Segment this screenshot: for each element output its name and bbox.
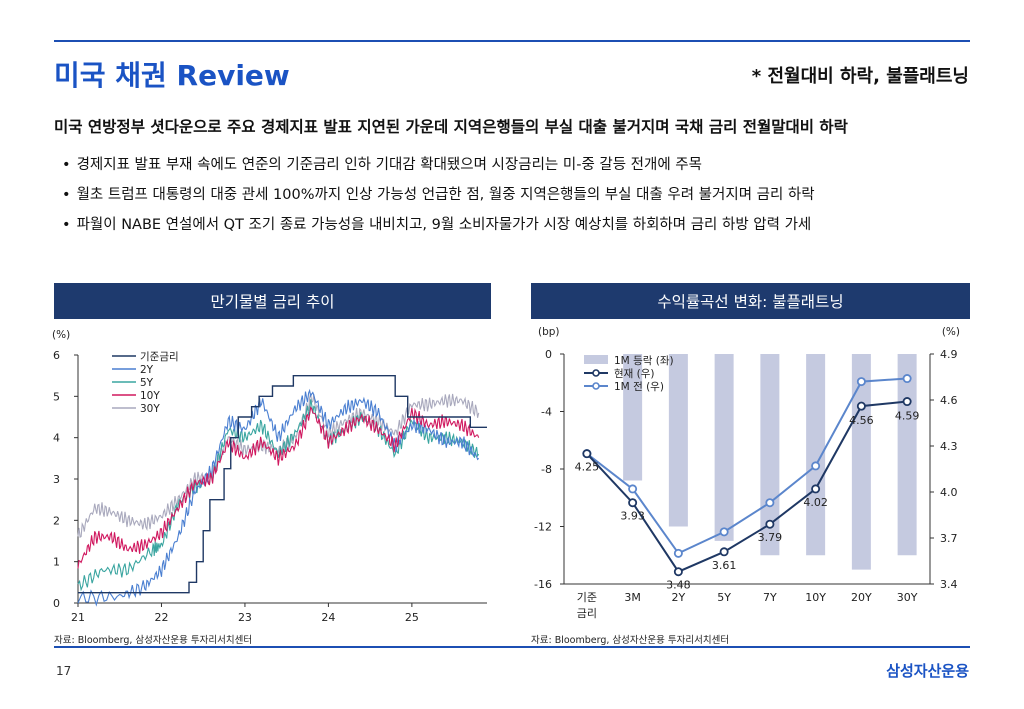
category-label: 10Y: [805, 591, 826, 604]
right-axis-unit: (%): [942, 326, 960, 338]
left-tick-label: -16: [534, 578, 552, 591]
right-tick-label: 4.0: [940, 486, 958, 499]
bar-mark: [668, 354, 688, 527]
category-label: 5Y: [717, 591, 731, 604]
bullet-item: 파월이 NABE 연설에서 QT 조기 종료 가능성을 내비치고, 9월 소비자…: [62, 210, 815, 240]
y-tick-label: 0: [53, 597, 60, 610]
y-tick-label: 6: [53, 349, 60, 362]
category-label: 20Y: [851, 591, 872, 604]
x-tick-label: 22: [154, 611, 168, 624]
legend-label: 30Y: [140, 403, 160, 415]
legend-label: 기준금리: [140, 351, 179, 363]
left-tick-label: 0: [545, 348, 552, 361]
right-tick-label: 3.4: [940, 578, 958, 591]
bar-mark: [897, 354, 917, 556]
left-axis-unit: (bp): [538, 326, 560, 338]
brand-logo-text: 삼성자산운용: [886, 662, 969, 680]
series-line-10Y: [77, 406, 480, 569]
left-tick-label: -8: [541, 463, 552, 476]
series-point: [811, 484, 821, 494]
data-label: 4.56: [849, 414, 874, 427]
right-tick-label: 4.6: [940, 394, 958, 407]
series-point: [628, 484, 638, 494]
bullet-list: 경제지표 발표 부재 속에도 연준의 기준금리 인하 기대감 확대됐으며 시장금…: [62, 150, 815, 240]
page-title: 미국 채권 Review: [54, 59, 290, 92]
data-label: 3.61: [712, 559, 737, 572]
top-rule: [54, 40, 970, 42]
series-point: [902, 374, 912, 384]
yield-curve-chart: (bp) (%) 0 -4 -8 -12 -16 4.9 4.6 4.3 4.0 3.7 3.4 기준금리…: [534, 326, 960, 620]
legend-label: 1M 전 (우): [614, 381, 664, 393]
bottom-rule: [54, 646, 970, 648]
right-chart-title: 수익률곡선 변화: 불플래트닝: [531, 283, 970, 319]
data-label: 4.25: [575, 461, 600, 474]
x-tick-label: 24: [321, 611, 335, 624]
series-point: [765, 519, 775, 529]
legend-swatch-point: [592, 382, 600, 390]
y-tick-label: 3: [53, 473, 60, 486]
category-label: 30Y: [897, 591, 918, 604]
bullet-item: 경제지표 발표 부재 속에도 연준의 기준금리 인하 기대감 확대됐으며 시장금…: [62, 150, 815, 180]
right-tick-label: 3.7: [940, 532, 958, 545]
headline: 미국 연방정부 셧다운으로 주요 경제지표 발표 지연된 가운데 지역은행들의 …: [54, 118, 848, 136]
right-tick-label: 4.3: [940, 440, 958, 453]
category-label-line2: 금리: [577, 607, 597, 620]
category-label: 7Y: [763, 591, 777, 604]
y-tick-label: 5: [53, 390, 60, 403]
series-point: [811, 461, 821, 471]
x-tick-label: 21: [71, 611, 85, 624]
series-point: [719, 527, 729, 537]
series-point: [673, 567, 683, 577]
series-line: [586, 377, 908, 555]
legend-label: 현재 (우): [614, 368, 655, 380]
series-point: [719, 547, 729, 557]
left-chart-source: 자료: Bloomberg, 삼성자산운용 투자리서치센터: [54, 635, 253, 646]
data-label: 3.93: [620, 510, 645, 523]
right-chart-source: 자료: Bloomberg, 삼성자산운용 투자리서치센터: [531, 635, 730, 646]
series-point: [856, 377, 866, 387]
series-line-policy: [78, 374, 487, 594]
x-tick-label: 23: [238, 611, 252, 624]
series-point: [856, 401, 866, 411]
series-point: [582, 449, 592, 459]
right-tick-label: 4.9: [940, 348, 958, 361]
legend-label: 5Y: [140, 377, 154, 389]
data-label: 4.02: [803, 496, 828, 509]
left-chart-title: 만기물별 금리 추이: [54, 283, 491, 319]
legend-label: 1M 등락 (좌): [614, 355, 674, 367]
data-label: 4.59: [895, 410, 920, 423]
category-label: 기준: [577, 591, 597, 604]
y-tick-label: 2: [53, 514, 60, 527]
legend-swatch-point: [592, 369, 600, 377]
legend-swatch-bar: [584, 355, 608, 364]
y-axis-unit: (%): [52, 329, 70, 341]
series-point: [628, 498, 638, 508]
series-point: [673, 548, 683, 558]
legend-label: 10Y: [140, 390, 160, 402]
category-label: 3M: [624, 591, 641, 604]
data-label: 3.48: [666, 579, 691, 592]
bar-mark: [623, 354, 643, 481]
left-tick-label: -4: [541, 406, 552, 419]
summary-note: * 전월대비 하락, 불플래트닝: [751, 66, 969, 87]
series-point: [902, 397, 912, 407]
series-point: [765, 498, 775, 508]
legend-label: 2Y: [140, 364, 154, 376]
bar-mark: [714, 354, 734, 541]
series-line: [586, 400, 908, 573]
bar-mark: [851, 354, 871, 570]
bullet-item: 월초 트럼프 대통령의 대중 관세 100%까지 인상 가능성 언급한 점, 월…: [62, 180, 815, 210]
category-label: 2Y: [672, 591, 686, 604]
series-line-30Y: [77, 393, 480, 539]
series-line-2Y: [77, 388, 480, 607]
y-tick-label: 4: [53, 432, 60, 445]
bar-mark: [806, 354, 826, 556]
data-label: 3.79: [758, 531, 783, 544]
left-tick-label: -12: [534, 521, 552, 534]
page-number: 17: [56, 664, 72, 678]
y-tick-label: 1: [53, 556, 60, 569]
x-tick-label: 25: [405, 611, 419, 624]
